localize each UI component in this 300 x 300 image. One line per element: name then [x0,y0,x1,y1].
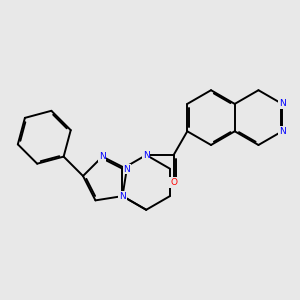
Text: N: N [279,127,286,136]
Text: O: O [170,178,177,187]
Text: N: N [123,164,130,173]
Text: N: N [279,99,286,108]
Text: N: N [119,192,126,201]
Text: N: N [143,151,150,160]
Text: N: N [99,152,106,161]
